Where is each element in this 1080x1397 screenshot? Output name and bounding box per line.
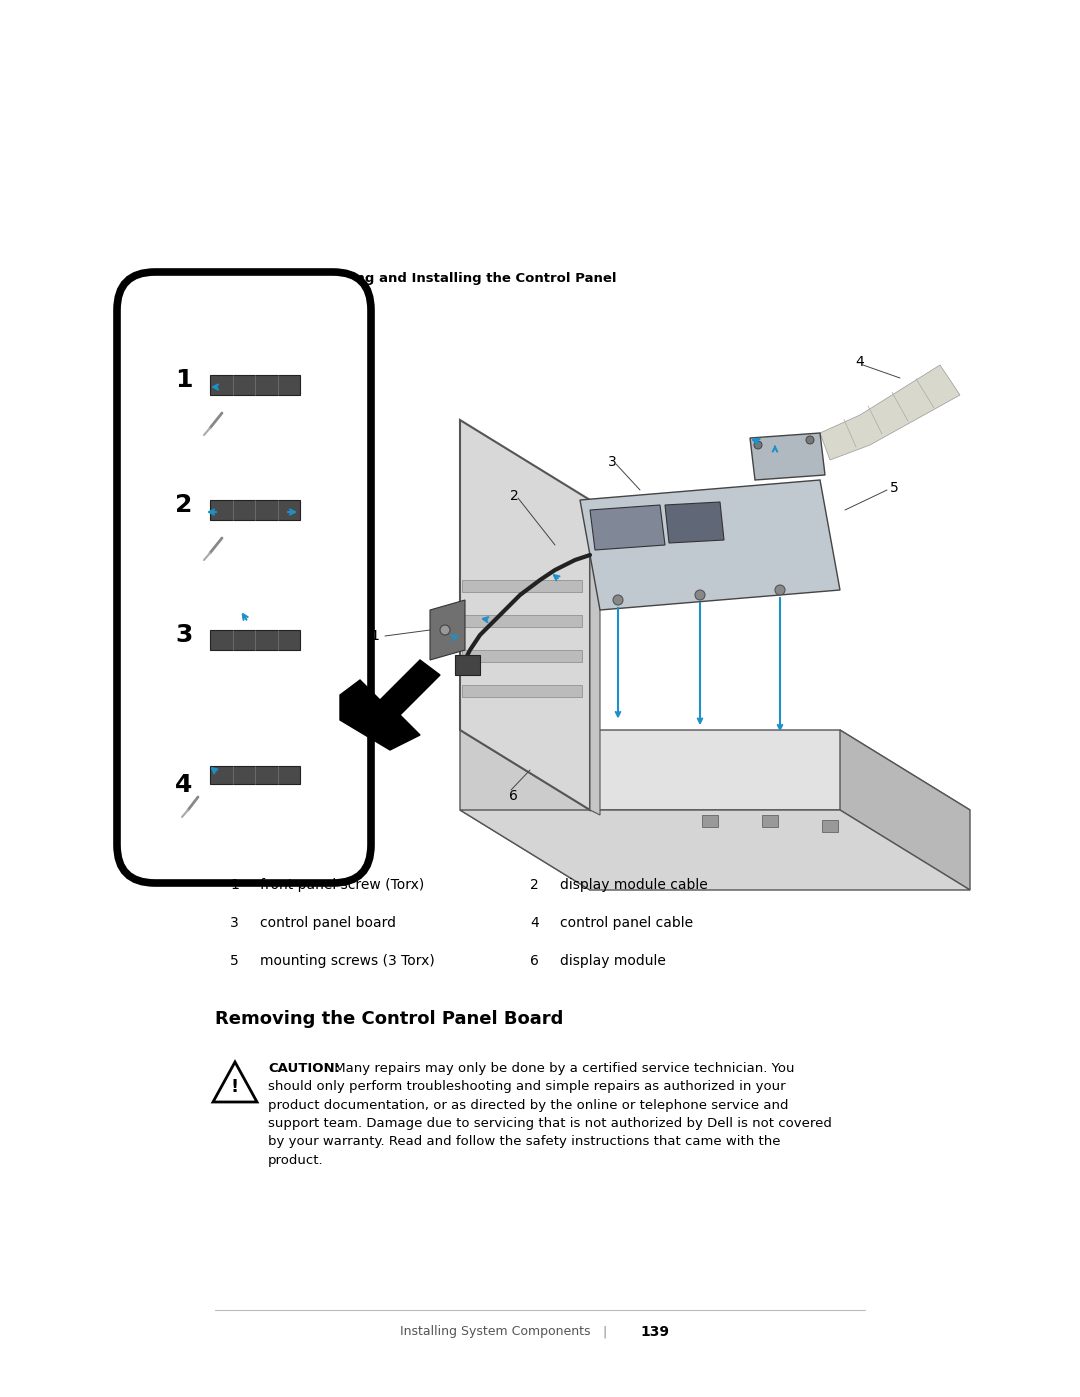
Polygon shape [750, 433, 825, 481]
Polygon shape [430, 599, 465, 659]
Bar [822, 820, 838, 833]
FancyBboxPatch shape [117, 272, 372, 883]
Bar [462, 615, 582, 627]
Text: 3: 3 [608, 455, 617, 469]
Bar [702, 814, 718, 827]
Text: mounting screws (3 Torx): mounting screws (3 Torx) [260, 954, 435, 968]
Text: should only perform troubleshooting and simple repairs as authorized in your
pro: should only perform troubleshooting and … [268, 1080, 832, 1166]
Polygon shape [460, 731, 590, 890]
Text: 139: 139 [640, 1324, 669, 1338]
Polygon shape [665, 502, 724, 543]
Circle shape [806, 436, 814, 444]
Text: 1: 1 [175, 367, 192, 393]
Polygon shape [590, 504, 665, 550]
Polygon shape [460, 420, 590, 810]
Polygon shape [820, 365, 960, 460]
Text: 4: 4 [855, 355, 864, 369]
Text: CAUTION:: CAUTION: [268, 1062, 340, 1076]
Polygon shape [340, 659, 440, 750]
Circle shape [613, 595, 623, 605]
Text: 2: 2 [510, 489, 518, 503]
Circle shape [775, 585, 785, 595]
Text: 2: 2 [175, 493, 192, 517]
Polygon shape [590, 500, 600, 814]
Bar [462, 580, 582, 592]
Polygon shape [460, 810, 970, 890]
Text: control panel board: control panel board [260, 916, 396, 930]
Text: |: | [603, 1324, 607, 1338]
Bar [210, 374, 300, 395]
Text: 3: 3 [230, 916, 239, 930]
Text: display module: display module [561, 954, 666, 968]
Text: Figure 3-32.: Figure 3-32. [230, 272, 322, 285]
Text: 5: 5 [230, 954, 239, 968]
Text: 2: 2 [530, 877, 539, 893]
Text: 6: 6 [509, 789, 518, 803]
Text: Many repairs may only be done by a certified service technician. You: Many repairs may only be done by a certi… [330, 1062, 795, 1076]
Polygon shape [840, 731, 970, 890]
Text: 1: 1 [230, 877, 239, 893]
Text: display module cable: display module cable [561, 877, 707, 893]
Polygon shape [460, 731, 970, 810]
Text: 4: 4 [530, 916, 539, 930]
Bar [762, 814, 778, 827]
Bar [210, 630, 300, 650]
Bar [455, 655, 480, 675]
Bar [462, 650, 582, 662]
Text: 1: 1 [370, 629, 379, 643]
Circle shape [440, 624, 450, 636]
Text: Removing and Installing the Control Panel: Removing and Installing the Control Pane… [300, 272, 617, 285]
Text: Installing System Components: Installing System Components [400, 1324, 590, 1338]
Bar [210, 766, 300, 784]
Circle shape [696, 590, 705, 599]
Text: front panel screw (Torx): front panel screw (Torx) [260, 877, 424, 893]
Text: !: ! [231, 1078, 239, 1097]
Text: 5: 5 [890, 481, 899, 495]
Polygon shape [580, 481, 840, 610]
Bar [462, 685, 582, 697]
Text: 6: 6 [530, 954, 539, 968]
Circle shape [754, 441, 762, 448]
Text: control panel cable: control panel cable [561, 916, 693, 930]
Bar [210, 500, 300, 520]
Polygon shape [213, 1062, 257, 1102]
Text: 3: 3 [175, 623, 192, 647]
Text: Removing the Control Panel Board: Removing the Control Panel Board [215, 1010, 564, 1028]
Text: 4: 4 [175, 773, 192, 798]
